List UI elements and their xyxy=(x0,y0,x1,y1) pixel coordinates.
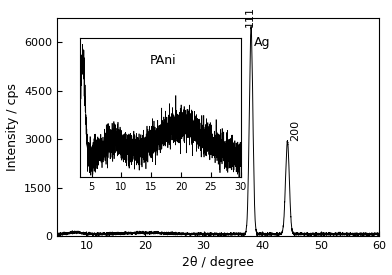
Text: 200: 200 xyxy=(290,120,300,141)
Text: 111: 111 xyxy=(244,6,254,27)
X-axis label: 2θ / degree: 2θ / degree xyxy=(182,257,254,269)
Text: Ag: Ag xyxy=(254,36,270,49)
Y-axis label: Intensity / cps: Intensity / cps xyxy=(5,83,18,171)
